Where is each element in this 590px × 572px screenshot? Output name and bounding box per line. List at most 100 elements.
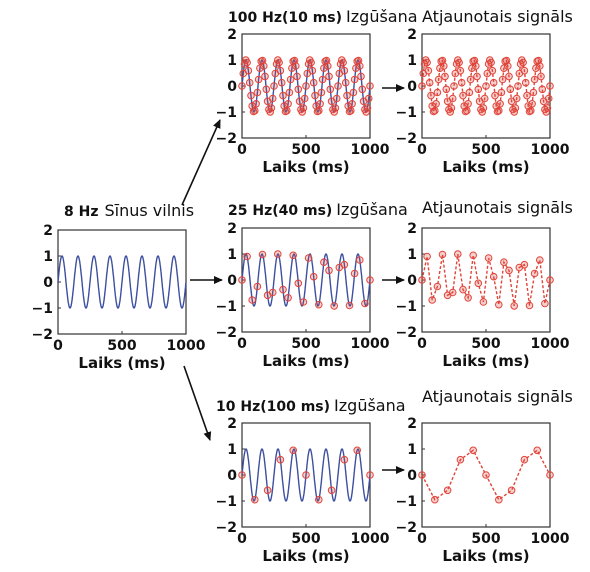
recon-100-sample-point: [520, 66, 529, 75]
sample-100-sample-point: [244, 66, 253, 75]
sample-10-sample-point: [302, 471, 310, 479]
recon-100-sample-point: [463, 106, 471, 115]
recon-100-sample-point: [529, 88, 538, 97]
recon-100-sample-point: [480, 94, 489, 103]
sample-10-sample-point: [251, 495, 259, 504]
recon-100-sample-point: [511, 104, 520, 112]
sample-25-sample-point: [238, 276, 246, 284]
sample-100-sample-point: [252, 100, 260, 108]
recon-100-sample-point: [472, 62, 480, 70]
original-ytick-label: 2: [43, 223, 53, 239]
recon-100-sample-point: [546, 82, 554, 90]
sample-100-sample-point: [332, 94, 341, 103]
sample-100-xtick-label: 1000: [351, 142, 390, 158]
recon-100-sample-point: [487, 58, 495, 67]
sample-25-xtick-label: 1000: [351, 336, 390, 352]
sample-100-sample-point: [286, 75, 295, 84]
recon-100-sample-point: [537, 72, 545, 81]
recon-100-xtick-label: 500: [471, 142, 500, 158]
recon-25-sample-point: [479, 298, 488, 306]
sample-25-sample-point: [320, 258, 328, 267]
sample-100-title: 100 Hz(10 ms) Izgūšana: [228, 7, 418, 26]
recon-10-xtick-label: 1000: [531, 531, 570, 547]
recon-100-sample-point: [470, 56, 479, 65]
sample-100-sample-point: [253, 88, 262, 97]
sample-100-sample-point: [288, 64, 296, 72]
recon-100-sample-point: [466, 75, 475, 84]
sample-25-sample-point: [325, 266, 333, 275]
recon-10-sample-point: [431, 495, 439, 504]
sample-10-sample-point: [327, 486, 336, 495]
original-ytick-label: 0: [43, 275, 53, 291]
sample-100-sample-point: [261, 72, 269, 81]
recon-25-xtick-label: 0: [417, 336, 427, 352]
arrow-to-100hz: [181, 119, 221, 206]
recon-100-sample-point: [538, 85, 547, 94]
sample-25-ytick-label: 1: [227, 247, 237, 263]
recon-10-ytick-label: 2: [407, 416, 417, 432]
sample-100-sample-point: [276, 66, 285, 75]
original-ytick-label: −1: [32, 301, 53, 317]
recon-100-sample-point: [488, 66, 497, 75]
recon-10-sample-point: [469, 446, 478, 455]
sample-100-sample-point: [258, 56, 267, 65]
sample-100-sample-point: [283, 106, 291, 115]
sample-100-sample-point: [238, 82, 246, 90]
recon-10-sample-point: [507, 486, 516, 495]
recon-100-sample-point: [479, 104, 488, 112]
original-title-label: Sīnus vilnis: [104, 201, 194, 220]
sample-100-sample-point: [334, 82, 342, 90]
sample-25-sample-point: [289, 251, 298, 260]
sample-100-sample-point: [300, 94, 309, 103]
sample-25-sample-point: [258, 250, 267, 259]
sample-100-sample-point: [366, 82, 374, 90]
recon-100-sample-point: [512, 94, 521, 103]
recon-25-sample-point: [428, 296, 437, 304]
recon-25-sample-point: [536, 256, 544, 264]
sample-25-sample-point: [274, 250, 282, 258]
recon-100-sample-point: [423, 58, 431, 67]
recon-25-sample-point: [500, 258, 508, 267]
recon-100-sample-point: [482, 82, 490, 90]
sample-100-sample-point: [267, 104, 276, 112]
recon-100-sample-point: [536, 62, 544, 70]
recon-100-xlabel: Laiks (ms): [442, 158, 529, 176]
recon-100-title: Atjaunotais signāls: [422, 7, 573, 26]
recon-25-ytick-label: −1: [396, 299, 417, 315]
recon-100-sample-point: [459, 91, 467, 100]
sample-25-title-label: Izgūšana: [336, 200, 408, 219]
sample-100-ytick-label: 2: [227, 27, 237, 43]
recon-100-sample-point: [473, 72, 481, 81]
recon-25-ytick-label: 1: [407, 247, 417, 263]
recon-100-sample-point: [521, 78, 530, 87]
sample-100-sample-point: [317, 88, 326, 97]
sample-100-sample-point: [256, 64, 264, 72]
recon-25-ytick-label: 0: [407, 273, 417, 289]
sample-100-sample-point: [358, 85, 367, 94]
sample-10-xtick-label: 500: [291, 531, 320, 547]
recon-10-sample-point: [533, 446, 542, 455]
recon-100-sample-point: [543, 104, 552, 112]
sample-100-sample-point: [284, 100, 292, 108]
sample-100-sample-point: [326, 85, 335, 94]
recon-25-sample-point: [423, 252, 431, 261]
recon-25-xtick-label: 1000: [531, 336, 570, 352]
recon-25-sample-point: [489, 272, 498, 281]
sample-100-sample-point: [308, 66, 317, 75]
sample-100-sample-point: [277, 78, 286, 87]
sample-100-sample-point: [251, 106, 259, 115]
original-xtick-label: 500: [107, 338, 136, 354]
recon-100-sample-point: [465, 88, 474, 97]
sample-100-sample-point: [322, 56, 331, 65]
sample-100-title-rate: 100 Hz(10 ms): [228, 10, 342, 26]
recon-10-sample-point: [546, 471, 554, 479]
sample-100-ytick-label: 0: [227, 79, 237, 95]
sample-10-xtick-label: 0: [237, 531, 247, 547]
sample-100-sample-point: [275, 58, 283, 67]
sample-25-sample-point: [345, 301, 354, 310]
original-xtick-label: 1000: [167, 338, 206, 354]
sample-10-sample-point: [289, 446, 298, 455]
sample-100-sample-point: [254, 75, 263, 84]
recon-100-sample-point: [489, 78, 498, 87]
